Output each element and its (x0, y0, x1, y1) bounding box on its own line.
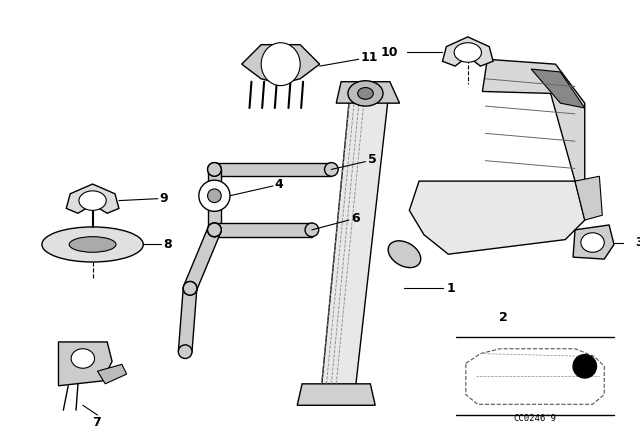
Polygon shape (214, 163, 332, 176)
Text: 4: 4 (275, 177, 284, 190)
Ellipse shape (71, 349, 95, 368)
Text: 1: 1 (446, 282, 455, 295)
Text: 10: 10 (380, 46, 397, 59)
Ellipse shape (207, 189, 221, 202)
Polygon shape (322, 84, 390, 386)
Polygon shape (184, 227, 221, 291)
Polygon shape (179, 288, 197, 352)
Polygon shape (483, 59, 585, 181)
Text: 2: 2 (499, 311, 508, 324)
Polygon shape (410, 181, 585, 254)
Polygon shape (297, 384, 375, 405)
Polygon shape (573, 225, 614, 259)
Ellipse shape (179, 345, 192, 358)
Polygon shape (531, 69, 585, 108)
Text: 3: 3 (636, 236, 640, 249)
Ellipse shape (183, 281, 197, 295)
Ellipse shape (42, 227, 143, 262)
Ellipse shape (305, 223, 319, 237)
Ellipse shape (207, 223, 221, 237)
Text: 11: 11 (360, 51, 378, 64)
Ellipse shape (348, 81, 383, 106)
Polygon shape (207, 169, 221, 230)
Ellipse shape (573, 355, 596, 378)
Ellipse shape (199, 180, 230, 211)
Ellipse shape (207, 223, 221, 237)
Ellipse shape (183, 281, 197, 295)
Polygon shape (97, 364, 127, 384)
Ellipse shape (454, 43, 481, 62)
Ellipse shape (207, 163, 221, 176)
Text: 9: 9 (160, 192, 168, 205)
Ellipse shape (358, 87, 373, 99)
Text: CC0246'9: CC0246'9 (513, 414, 557, 423)
Ellipse shape (207, 223, 221, 237)
Polygon shape (242, 45, 319, 84)
Polygon shape (575, 176, 602, 220)
Ellipse shape (581, 233, 604, 252)
Text: 7: 7 (93, 416, 101, 429)
Text: 6: 6 (351, 211, 360, 224)
Ellipse shape (388, 241, 420, 267)
Polygon shape (214, 223, 312, 237)
Ellipse shape (207, 163, 221, 176)
Polygon shape (58, 342, 112, 386)
Polygon shape (336, 82, 399, 103)
Text: 8: 8 (163, 238, 172, 251)
Text: 5: 5 (369, 153, 377, 166)
Ellipse shape (69, 237, 116, 252)
Ellipse shape (261, 43, 300, 86)
Polygon shape (67, 184, 119, 213)
Ellipse shape (324, 163, 338, 176)
Ellipse shape (79, 191, 106, 211)
Polygon shape (442, 37, 493, 66)
